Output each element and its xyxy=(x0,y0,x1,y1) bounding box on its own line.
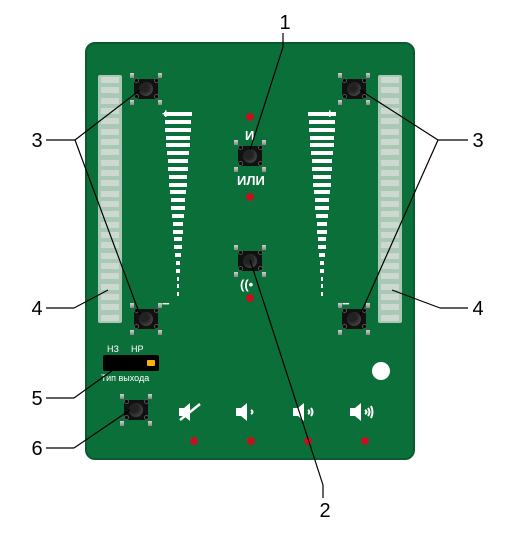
callout-3: 3 xyxy=(27,130,47,153)
speaker-icon-0 xyxy=(176,400,204,424)
callout-4: 4 xyxy=(468,298,488,321)
led-bar-right xyxy=(378,75,402,323)
led-0 xyxy=(246,113,254,121)
label-sound-icon: ((• xyxy=(240,277,253,292)
button-left-minus[interactable] xyxy=(130,306,162,332)
speaker-icon-2 xyxy=(290,400,318,424)
label-right-minus: − xyxy=(342,296,350,311)
button-sound-mode[interactable] xyxy=(234,248,266,274)
led-2 xyxy=(246,294,254,302)
switch-label-nc: НЗ xyxy=(107,344,119,354)
callout-3: 3 xyxy=(468,130,488,153)
speaker-icon-1 xyxy=(233,400,261,424)
white-marker xyxy=(372,362,390,380)
label-left-minus: − xyxy=(162,296,170,311)
switch-lever[interactable] xyxy=(147,360,155,366)
button-logic[interactable] xyxy=(234,143,266,169)
button-left-plus[interactable] xyxy=(130,76,162,102)
switch-label-no: НР xyxy=(131,344,144,354)
speaker-icon-3 xyxy=(347,400,375,424)
switch-caption: Тип выхода xyxy=(101,373,149,383)
callout-4: 4 xyxy=(27,298,47,321)
led-3 xyxy=(190,437,198,445)
label-left-plus: + xyxy=(162,106,170,121)
callout-2: 2 xyxy=(315,500,335,523)
callout-6: 6 xyxy=(27,438,47,461)
callout-5: 5 xyxy=(27,388,47,411)
label-logic-and: И xyxy=(245,128,254,143)
callout-1: 1 xyxy=(275,12,295,35)
button-right-plus[interactable] xyxy=(338,76,370,102)
led-4 xyxy=(247,437,255,445)
led-1 xyxy=(246,193,254,201)
label-logic-or: ИЛИ xyxy=(237,173,265,188)
led-5 xyxy=(304,437,312,445)
led-6 xyxy=(361,437,369,445)
button-aux[interactable] xyxy=(120,397,152,423)
led-bar-left xyxy=(98,75,122,323)
label-right-plus: + xyxy=(326,106,334,121)
